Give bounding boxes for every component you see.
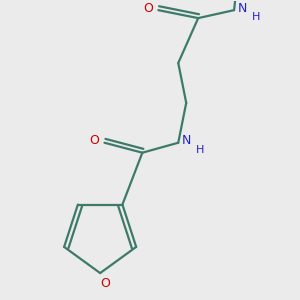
Text: N: N [182, 134, 191, 147]
Text: H: H [196, 145, 204, 155]
Text: O: O [143, 2, 153, 15]
Text: O: O [90, 134, 99, 147]
Text: N: N [237, 2, 247, 15]
Text: H: H [252, 12, 260, 22]
Text: O: O [100, 277, 110, 290]
